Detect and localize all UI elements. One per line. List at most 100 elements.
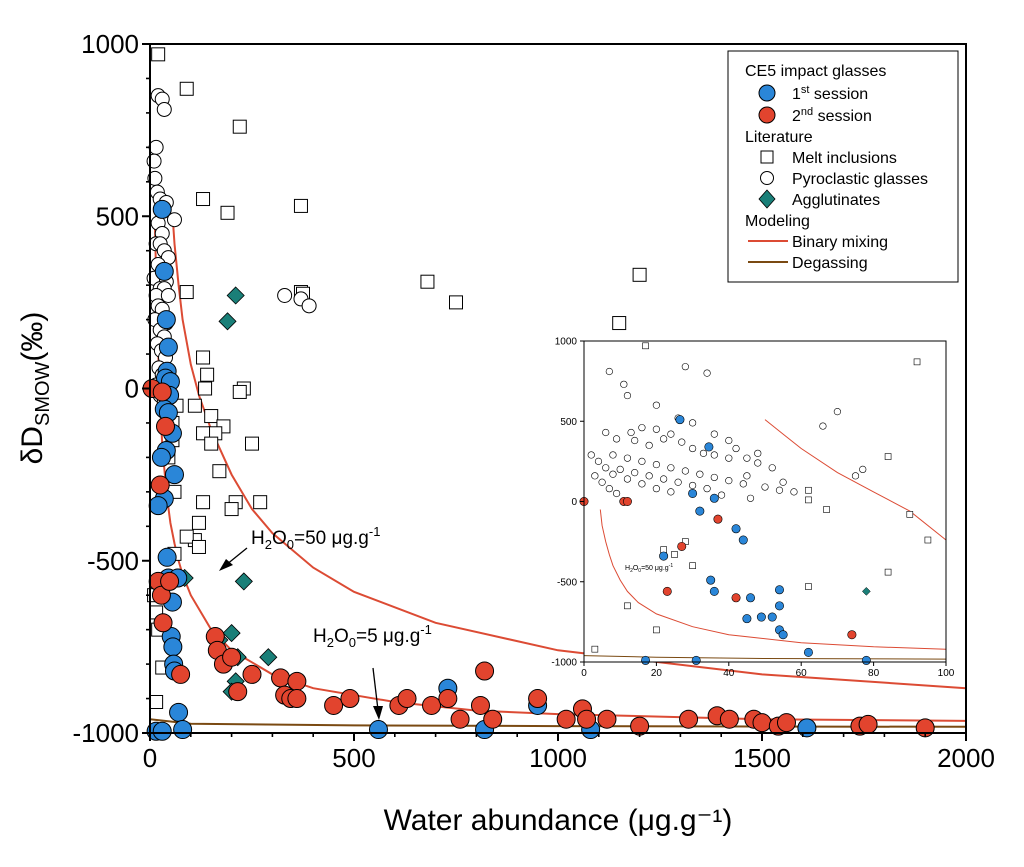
2nd-session-point-36 bbox=[679, 709, 699, 729]
1st-session-point-2 bbox=[688, 488, 698, 498]
2nd-session-point-1 bbox=[152, 382, 172, 402]
2nd-session-point-28 bbox=[475, 661, 495, 681]
1st-session-point-0 bbox=[152, 199, 172, 219]
pyroclastic-glasses-point-60 bbox=[710, 430, 718, 438]
2nd-session-point-21 bbox=[340, 689, 360, 709]
pyroclastic-glasses-point-6 bbox=[627, 428, 635, 437]
inset-chart: 0 20 40 60 80 100 -1000 -500 0 500 1000 H2O0=50 μg… bbox=[551, 337, 954, 680]
1st-session-point-17 bbox=[778, 630, 788, 640]
2nd-session-point-34 bbox=[597, 709, 617, 729]
x-tick-label-500: 500 bbox=[332, 743, 375, 773]
2nd-session-point-7 bbox=[847, 630, 857, 640]
2nd-session-point-18 bbox=[287, 671, 307, 691]
legend-group-modeling: Modeling bbox=[745, 213, 810, 230]
y-tick-label-1000: 1000 bbox=[81, 29, 139, 59]
1st-session-point-13 bbox=[164, 465, 184, 485]
main-x-axis-title: Water abundance (μg.g⁻¹) bbox=[384, 804, 733, 837]
y-tick-label--500: -500 bbox=[87, 546, 139, 576]
1st-session-point-12 bbox=[774, 601, 784, 611]
2nd-session-point-7 bbox=[160, 571, 180, 591]
2nd-session-point-40 bbox=[752, 713, 772, 733]
pyroclastic-glasses-point-46 bbox=[609, 470, 617, 478]
1st-session-point-9 bbox=[709, 586, 719, 596]
pyroclastic-glasses-point-52 bbox=[746, 494, 755, 502]
x-tick-label-2000: 2000 bbox=[937, 743, 995, 773]
melt-inclusions-point-4 bbox=[823, 506, 830, 513]
melt-inclusions-point-19 bbox=[204, 409, 219, 424]
melt-inclusions-point-6 bbox=[906, 511, 914, 518]
agglutinates-point-7 bbox=[259, 648, 278, 667]
pyroclastic-glasses-point-23 bbox=[609, 451, 617, 459]
pyroclastic-glasses-point-27 bbox=[667, 464, 675, 472]
agglutinates-point-1 bbox=[218, 312, 237, 331]
1st-session-point-1 bbox=[704, 442, 714, 452]
melt-inclusions-point-28 bbox=[253, 495, 268, 510]
pyroclastic-glasses-point-37 bbox=[631, 469, 639, 477]
pyroclastic-glasses-point-9 bbox=[667, 430, 675, 438]
melt-inclusions-point-29 bbox=[224, 502, 239, 517]
melt-inclusions-point-22 bbox=[196, 426, 211, 441]
pyroclastic-glasses-point-5 bbox=[681, 363, 689, 371]
pyroclastic-glasses-point-16 bbox=[688, 444, 697, 453]
2nd-session-point-6 bbox=[153, 613, 173, 633]
pyroclastic-glasses-point-11 bbox=[612, 435, 621, 443]
melt-inclusions-point-0 bbox=[151, 47, 166, 62]
1st-session-point-15 bbox=[742, 614, 752, 624]
1st-session-point-20 bbox=[691, 655, 701, 665]
pyroclastic-glasses-point-53 bbox=[819, 422, 827, 430]
pyroclastic-glasses-point-66 bbox=[598, 478, 606, 486]
pyroclastic-glasses-point-1 bbox=[620, 380, 628, 388]
svg-text:H2O0=5 μg.g-1: H2O0=5 μg.g-1 bbox=[313, 622, 432, 650]
1st-session-point-13 bbox=[756, 612, 766, 622]
pyroclastic-glasses-point-29 bbox=[696, 470, 704, 478]
pyroclastic-glasses-point-3 bbox=[652, 401, 661, 409]
melt-inclusions-point-5 bbox=[884, 453, 892, 460]
inset-background bbox=[584, 341, 946, 662]
melt-inclusions-point-7 bbox=[924, 536, 932, 544]
2nd-session-point-26 bbox=[450, 709, 470, 729]
1st-session-point-3 bbox=[709, 493, 719, 503]
main-y-axis-title: δDSMOW(‰) bbox=[16, 312, 54, 465]
2nd-session-point-12 bbox=[222, 647, 242, 667]
y-axis-title-delta: δD bbox=[16, 426, 49, 464]
legend-marker-session1 bbox=[758, 84, 776, 102]
annotation-50: H2O0=50 μg.g-1 bbox=[219, 524, 380, 571]
1st-session-point-3 bbox=[158, 337, 178, 357]
melt-inclusions-point-0 bbox=[642, 342, 649, 350]
pyroclastic-glasses-point-44 bbox=[594, 457, 603, 465]
y-tick-label-500: 500 bbox=[560, 417, 577, 428]
melt-inclusions-point-25 bbox=[212, 464, 227, 479]
pyroclastic-glasses-point-3 bbox=[148, 139, 164, 155]
pyroclastic-glasses-point-24 bbox=[623, 454, 632, 462]
1st-session-point-15 bbox=[148, 496, 168, 516]
1st-session-point-16 bbox=[157, 547, 177, 567]
pyroclastic-glasses-point-45 bbox=[602, 464, 610, 472]
pyroclastic-glasses-point-38 bbox=[645, 472, 653, 480]
2nd-session-point-2 bbox=[622, 496, 632, 506]
melt-inclusions-point-1 bbox=[913, 358, 921, 366]
2nd-session-point-6 bbox=[731, 593, 741, 603]
pyroclastic-glasses-point-64 bbox=[688, 419, 697, 427]
svg-text:H2O0=50 μg.g-1: H2O0=50 μg.g-1 bbox=[251, 524, 380, 552]
2nd-session-point-44 bbox=[858, 714, 878, 734]
x-tick-label-20: 20 bbox=[651, 668, 663, 679]
agglutinates-point-4 bbox=[222, 624, 241, 643]
pyroclastic-glasses-point-36 bbox=[616, 465, 624, 474]
y-tick-label-1000: 1000 bbox=[555, 337, 578, 348]
pyroclastic-glasses-point-13 bbox=[645, 441, 653, 449]
inset-axes: 0 20 40 60 80 100 -1000 -500 0 500 1000 bbox=[551, 337, 954, 680]
1st-session-point-11 bbox=[774, 585, 784, 595]
1st-session-point-18 bbox=[803, 647, 813, 657]
legend: CE5 impact glasses 1st session 2nd sessi… bbox=[727, 50, 959, 283]
2nd-session-point-31 bbox=[556, 709, 576, 729]
pyroclastic-glasses-point-55 bbox=[833, 408, 842, 416]
melt-inclusions-point-4 bbox=[220, 205, 235, 220]
x-tick-label-1500: 1500 bbox=[733, 743, 791, 773]
legend-group-ce5: CE5 impact glasses bbox=[745, 63, 886, 80]
pyroclastic-glasses-point-54 bbox=[851, 472, 860, 480]
pyroclastic-glasses-point-0 bbox=[605, 367, 613, 376]
melt-inclusions-point-10 bbox=[632, 267, 647, 282]
melt-inclusions-point-24 bbox=[245, 436, 259, 451]
